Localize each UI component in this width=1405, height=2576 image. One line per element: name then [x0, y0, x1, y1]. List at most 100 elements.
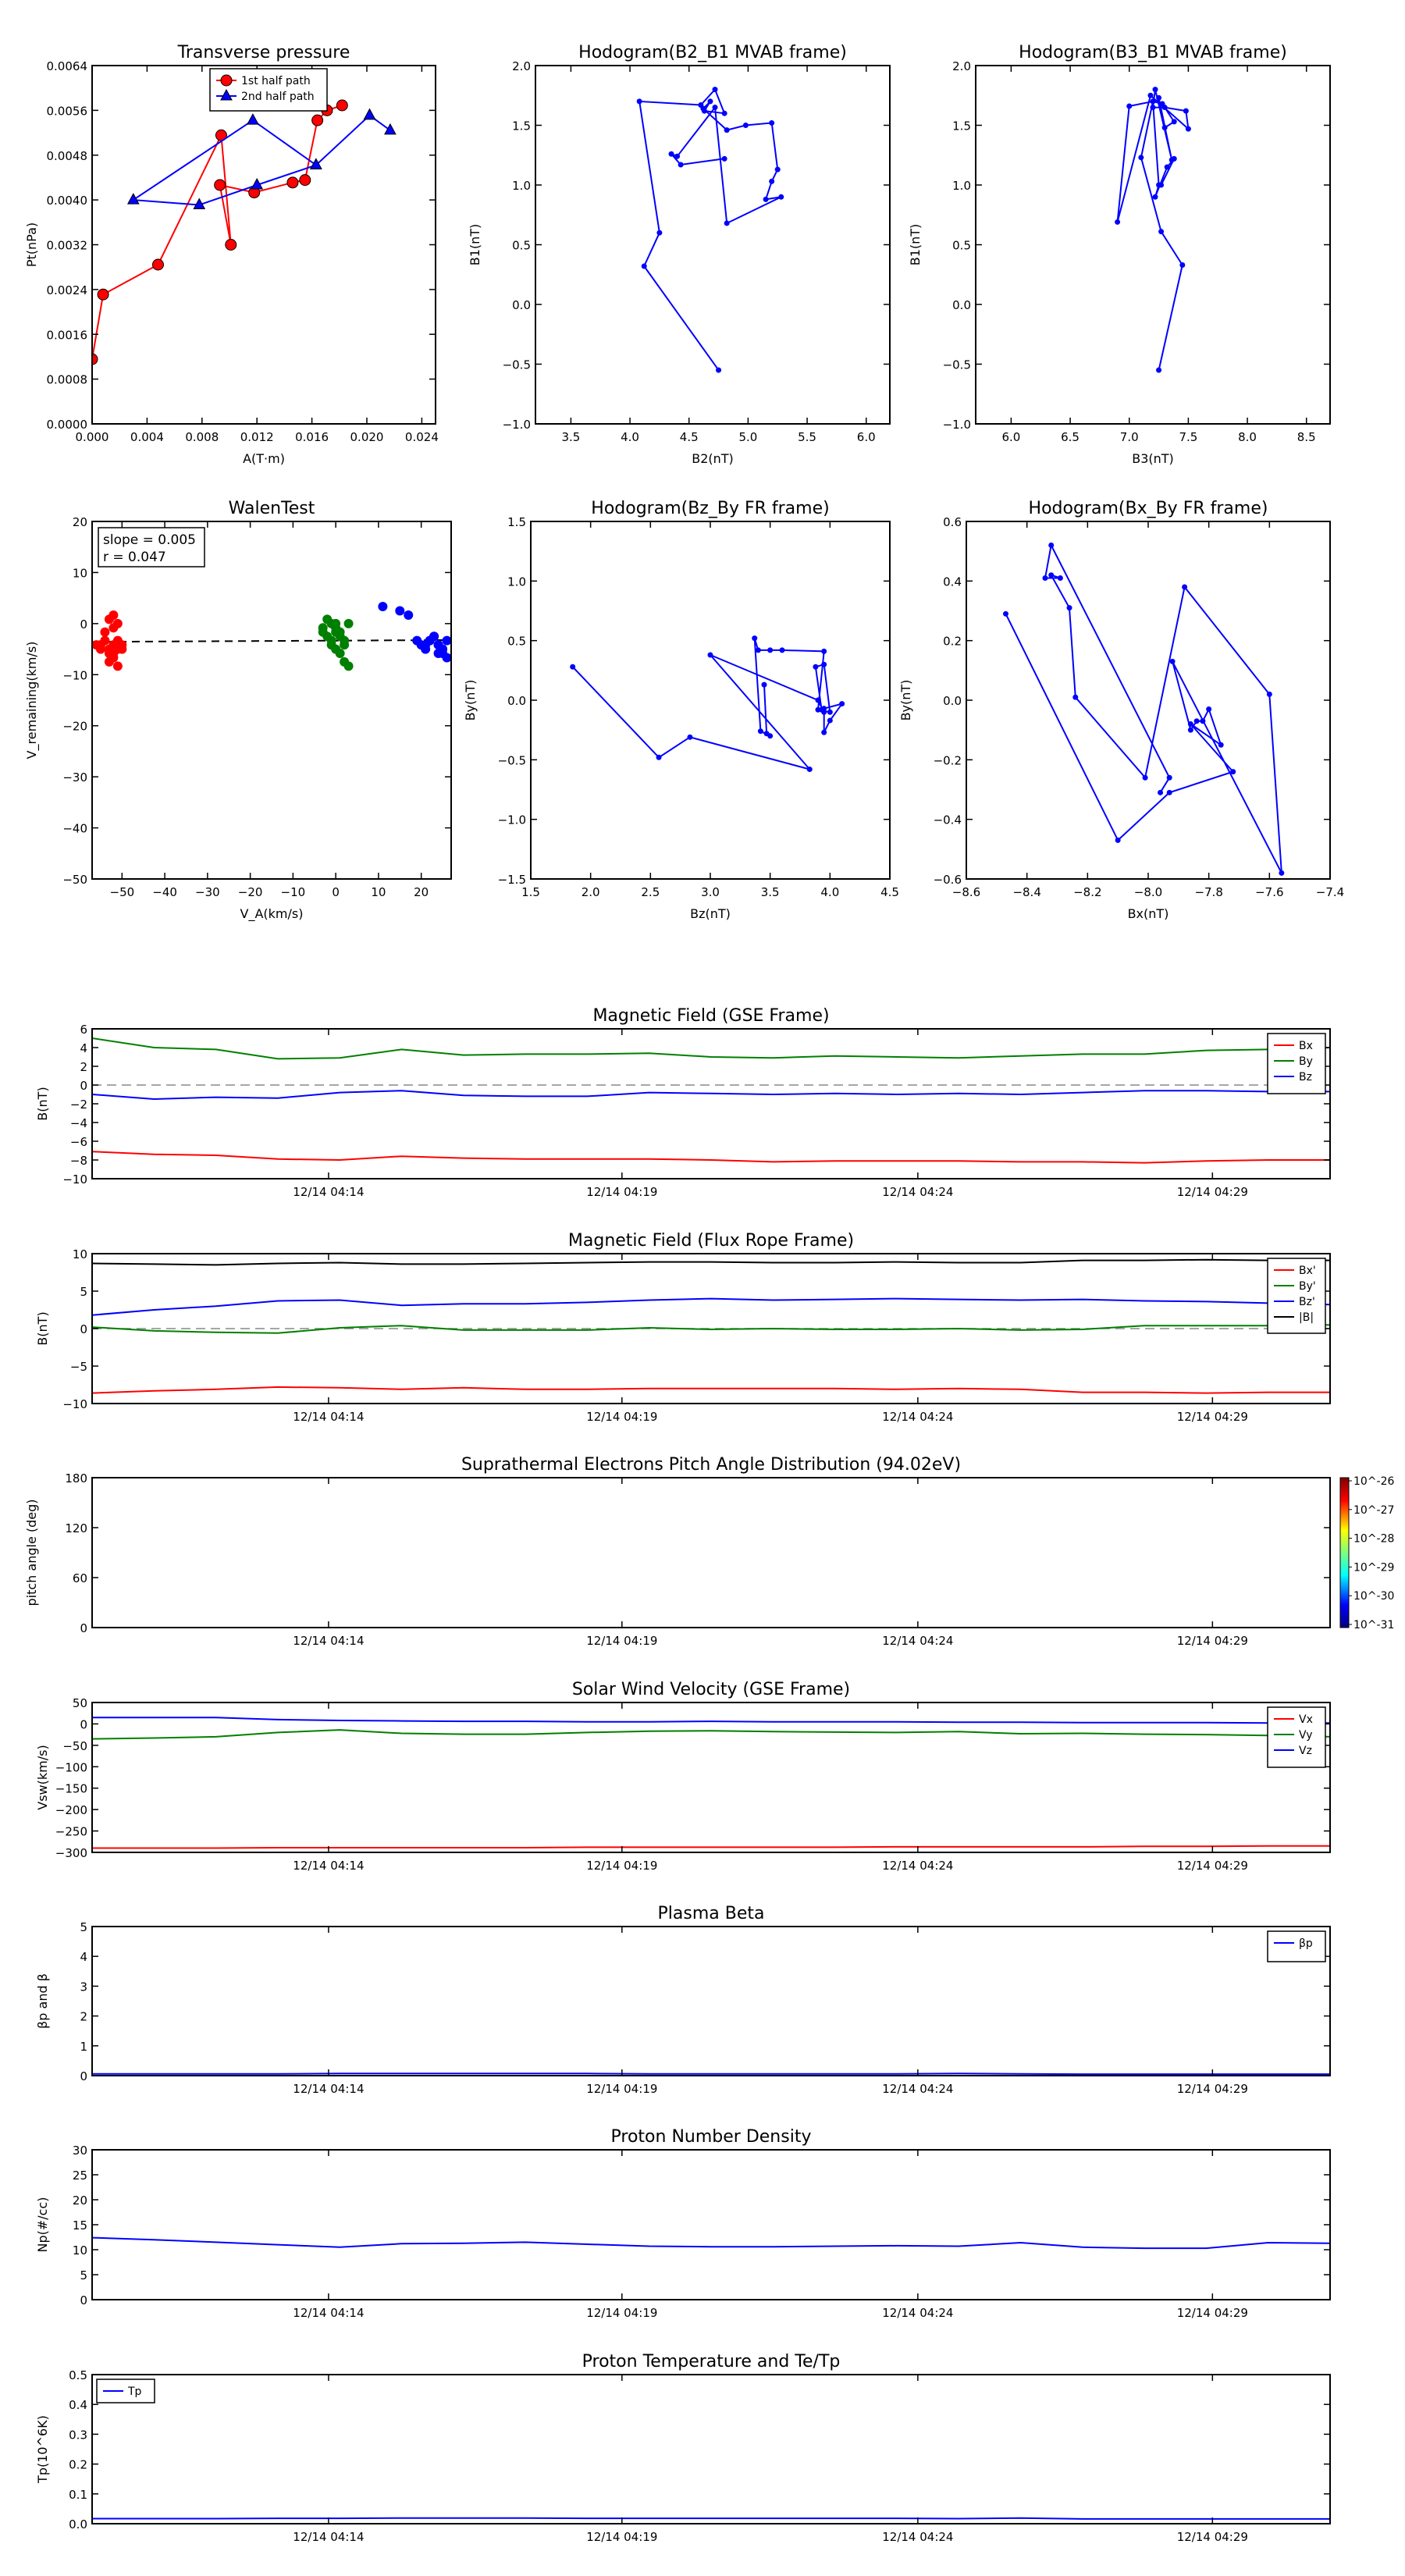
y-tick-label: 0.5 [952, 239, 971, 253]
data-point [1115, 219, 1121, 225]
x-tick-label: 12/14 04:14 [293, 2082, 364, 2096]
data-point [1158, 789, 1164, 795]
y-tick-label: 2 [80, 1060, 87, 1074]
colorbar-label: 10^-26 [1353, 1475, 1395, 1488]
y-tick-label: −200 [55, 1803, 87, 1817]
plot-frame [91, 1028, 1331, 1179]
x-tick-label: 3.0 [701, 885, 720, 899]
y-axis-label: Tp(10^6K) [35, 2415, 50, 2484]
pitch-angle-distribution: Suprathermal Electrons Pitch Angle Distr… [24, 1455, 1395, 1648]
chart-title: Suprathermal Electrons Pitch Angle Distr… [461, 1455, 961, 1475]
data-point [636, 98, 642, 105]
y-tick-label: 1.5 [952, 119, 971, 133]
data-point [1166, 774, 1172, 781]
data-point [1156, 367, 1162, 373]
data-point [384, 123, 397, 135]
plot-frame [91, 521, 452, 880]
data-point [220, 74, 233, 87]
chart-title: Magnetic Field (GSE Frame) [592, 1006, 829, 1026]
y-tick-label: −5 [70, 1360, 87, 1374]
legend-label: Vz [1299, 1745, 1312, 1757]
plot-area [92, 1258, 1330, 1394]
x-tick-label: 0.008 [185, 430, 219, 444]
series-line-Vy [92, 1729, 1330, 1740]
series-line-Bx [92, 1151, 1330, 1164]
x-tick-label: 4.0 [621, 430, 639, 444]
plot-frame [91, 2374, 1331, 2524]
data-point [827, 709, 833, 715]
y-tick-label: 0.2 [943, 635, 962, 649]
y-tick-label: −4 [70, 1116, 87, 1130]
x-tick-label: 12/14 04:24 [882, 1410, 953, 1424]
y-tick-label: 0.0064 [47, 59, 88, 73]
plot-frame [91, 1926, 1331, 2076]
series-line-Bz [92, 1090, 1330, 1101]
y-tick-label: −150 [55, 1782, 87, 1796]
data-point [721, 110, 727, 116]
data-point [778, 194, 784, 200]
data-point [92, 353, 98, 365]
y-axis-label: B1(nT) [908, 224, 923, 266]
data-point [724, 220, 730, 226]
data-point [311, 114, 324, 126]
legend-label: By' [1299, 1280, 1316, 1293]
legend-label: Vy [1299, 1729, 1313, 1742]
data-point [214, 179, 226, 191]
y-tick-label: 60 [73, 1571, 87, 1585]
plot-area [570, 635, 845, 773]
data-point [570, 664, 576, 670]
x-tick-label: 6.0 [857, 430, 876, 444]
x-tick-label: 0.012 [240, 430, 274, 444]
y-tick-label: 0.0016 [47, 328, 88, 342]
x-tick-label: 12/14 04:24 [882, 1859, 953, 1873]
series-line [130, 114, 391, 206]
data-point [707, 98, 713, 105]
x-axis-label: Bx(nT) [1128, 906, 1169, 921]
y-tick-label: 1.5 [507, 515, 526, 529]
x-tick-label: 12/14 04:14 [293, 1410, 364, 1424]
y-tick-label: 0 [80, 1621, 87, 1635]
data-point [707, 652, 713, 658]
x-tick-label: 7.5 [1179, 430, 1197, 444]
data-point [1152, 87, 1158, 93]
solar-wind-velocity: Solar Wind Velocity (GSE Frame) Vsw(km/s)… [35, 1680, 1331, 1873]
legend-label: Bx' [1299, 1265, 1316, 1277]
plot-area [92, 2517, 1330, 2520]
y-tick-label: 10 [73, 566, 87, 580]
data-point [1179, 262, 1186, 269]
x-tick-label: 12/14 04:19 [586, 1185, 657, 1199]
series-line-Bx' [92, 1386, 1330, 1394]
x-tick-label: 12/14 04:29 [1177, 1859, 1248, 1873]
y-tick-label: 0.0024 [47, 283, 88, 297]
y-axis-label: Vsw(km/s) [35, 1745, 50, 1809]
data-point [767, 647, 774, 653]
data-point [1266, 691, 1272, 697]
y-tick-label: 1.0 [507, 575, 526, 589]
x-axis-label: A(T·m) [243, 451, 285, 466]
y-tick-label: 2 [80, 2010, 87, 2024]
data-point [721, 155, 727, 162]
data-point [716, 367, 722, 373]
x-tick-label: 12/14 04:14 [293, 1634, 364, 1648]
hodogram-bx-by: Hodogram(Bx_By FR frame) Bx(nT) By(nT) −0.6… [898, 499, 1344, 921]
data-point [336, 99, 348, 112]
y-tick-label: −8 [70, 1154, 87, 1168]
x-tick-label: 0.004 [130, 430, 164, 444]
x-tick-label: −7.6 [1255, 885, 1283, 899]
data-point [340, 640, 350, 650]
data-point [1150, 105, 1156, 111]
data-point [821, 661, 827, 667]
magnetic-field-gse: Magnetic Field (GSE Frame) B(nT) −10 −8 −6 −4… [35, 1006, 1331, 1199]
plot-area [92, 99, 397, 365]
series-line-By [92, 1037, 1330, 1060]
data-point [442, 635, 451, 646]
y-tick-label: 0.0048 [47, 149, 88, 163]
x-tick-label: 12/14 04:19 [586, 1410, 657, 1424]
chart-title: Solar Wind Velocity (GSE Frame) [572, 1680, 850, 1699]
magnetic-field-flux-rope: Magnetic Field (Flux Rope Frame) B(nT) −10… [35, 1231, 1331, 1424]
y-tick-label: −1.0 [943, 418, 971, 432]
x-tick-label: 3.5 [761, 885, 780, 899]
data-point [1182, 584, 1188, 590]
data-point [813, 664, 819, 670]
x-tick-label: 12/14 04:14 [293, 1859, 364, 1873]
